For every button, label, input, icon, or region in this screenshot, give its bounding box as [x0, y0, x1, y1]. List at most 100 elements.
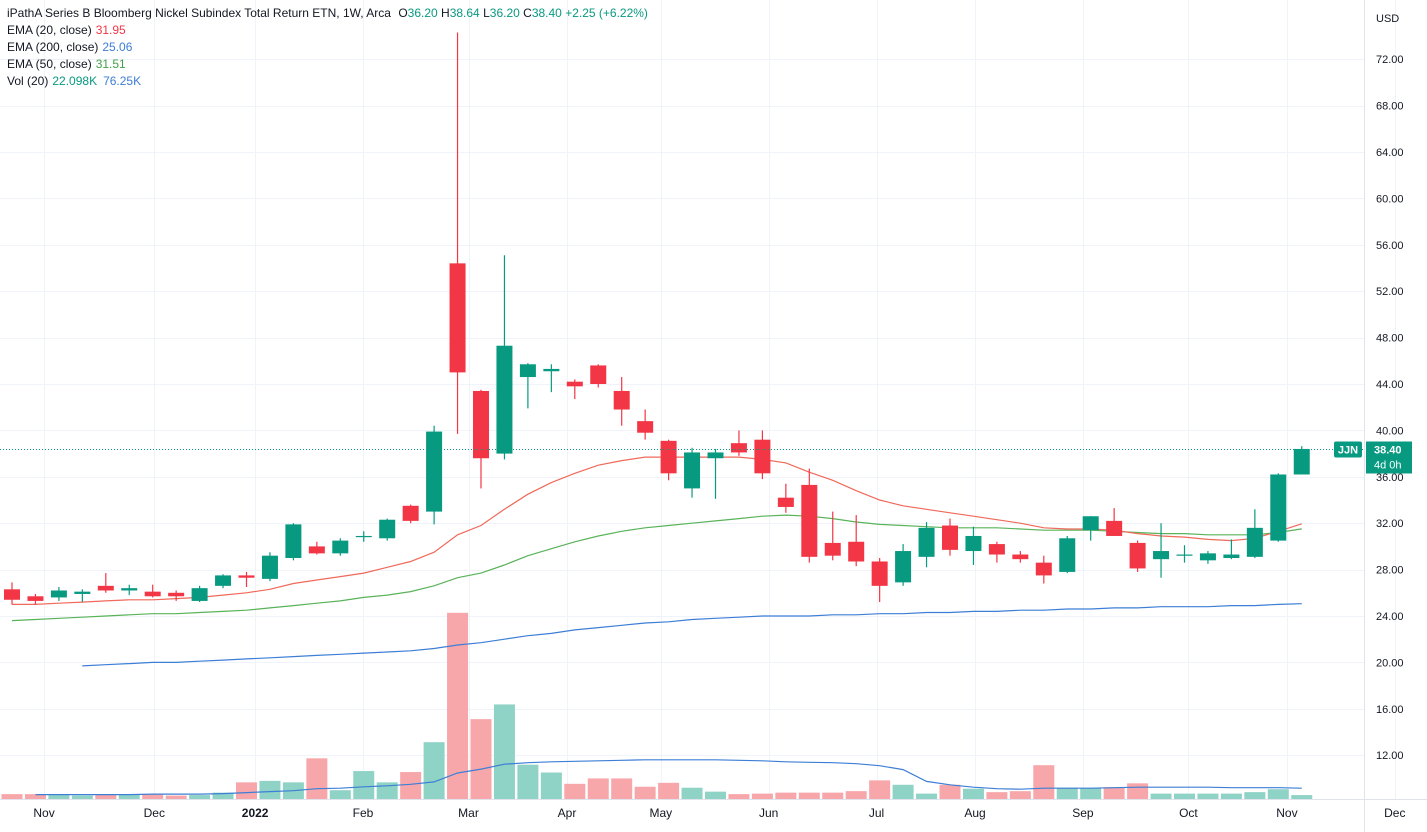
candle-body — [97, 585, 114, 591]
volume-value: 22.098K — [52, 74, 98, 88]
time-tick-label: Jun — [759, 806, 778, 820]
candle-body — [238, 575, 255, 578]
candle-body — [402, 505, 419, 521]
price-tick-label: 48.00 — [1376, 333, 1404, 345]
price-tick-label: 60.00 — [1376, 193, 1404, 205]
volume-bar — [1291, 795, 1313, 799]
candle-body — [332, 540, 349, 554]
time-tick-label: Nov — [1276, 806, 1297, 820]
candle-body — [1293, 448, 1310, 475]
open-value: 36.20 — [407, 6, 438, 20]
candle-body — [496, 345, 513, 454]
candle-body — [824, 542, 841, 556]
candle-body — [988, 544, 1005, 555]
volume-bar — [470, 719, 492, 799]
volume-bar — [962, 788, 984, 799]
candle-body — [1012, 554, 1029, 560]
ema200-series — [82, 603, 1302, 667]
volume-bar — [587, 778, 609, 799]
candle-body — [566, 381, 583, 387]
chart-legend: iPathA Series B Bloomberg Nickel Subinde… — [7, 5, 648, 90]
price-tick-label: 36.00 — [1376, 472, 1404, 484]
indicator-value: 31.51 — [95, 57, 126, 71]
candle-body — [50, 590, 67, 598]
volume-bar — [1220, 793, 1242, 799]
candle-body — [191, 588, 208, 601]
price-tick-label: 68.00 — [1376, 101, 1404, 113]
high-label: H — [441, 6, 450, 20]
candle-body — [426, 431, 443, 512]
volume-bar — [353, 771, 375, 799]
volume-bar — [236, 782, 257, 799]
indicator-ema50[interactable]: EMA (50, close) 31.51 — [7, 56, 648, 73]
volume-bar — [1127, 783, 1149, 799]
candle-body — [168, 592, 185, 597]
time-tick-label: Jul — [869, 806, 884, 820]
volume-bar — [165, 795, 187, 799]
candle-body — [519, 364, 536, 378]
time-axis-labels[interactable]: Nov Dec 2022 Feb Mar Apr May Jun Jul Aug Sep Oct Nov… — [33, 806, 1405, 820]
candle-body — [730, 443, 747, 453]
candle-body — [590, 365, 607, 384]
volume-bar — [869, 780, 891, 799]
volume-bar — [822, 792, 844, 799]
volume-bar — [916, 793, 938, 799]
candle-body — [144, 591, 161, 597]
indicator-label: EMA (20, close) — [7, 23, 92, 37]
volume-bar — [95, 794, 117, 799]
last-price-badge[interactable]: JJN 38.40 4d 0h — [1334, 441, 1412, 474]
price-tick-label: 64.00 — [1376, 147, 1404, 159]
candle-body — [1035, 562, 1052, 576]
price-tick-label: 28.00 — [1376, 565, 1404, 577]
candle-body — [1223, 554, 1240, 558]
indicator-label: Vol (20) — [7, 74, 49, 88]
volume-bar — [24, 794, 46, 799]
volume-bar — [48, 795, 70, 799]
indicator-ema20[interactable]: EMA (20, close) 31.95 — [7, 22, 648, 39]
time-tick-label: Aug — [964, 806, 985, 820]
candle-body — [848, 541, 865, 562]
low-value: 36.20 — [489, 6, 520, 20]
indicator-ema200[interactable]: EMA (200, close) 25.06 — [7, 39, 648, 56]
candle-body — [379, 519, 396, 539]
symbol-badge-text: JJN — [1338, 445, 1358, 457]
candle-body — [285, 524, 302, 558]
candle-body — [895, 551, 912, 583]
indicator-label: EMA (50, close) — [7, 57, 92, 71]
volume-bar — [1056, 787, 1078, 799]
indicator-label: EMA (200, close) — [7, 40, 99, 54]
candle-body — [777, 497, 794, 507]
candle-body — [801, 484, 818, 557]
candle-body — [1129, 542, 1146, 569]
time-tick-label: Dec — [1384, 806, 1405, 820]
price-tick-label: 32.00 — [1376, 518, 1404, 530]
volume-bar — [142, 794, 164, 799]
candle-body — [1059, 538, 1076, 572]
symbol-title: iPathA Series B Bloomberg Nickel Subinde… — [7, 6, 391, 20]
volume-bar — [447, 612, 469, 799]
volume-bar — [798, 792, 820, 799]
symbol-header[interactable]: iPathA Series B Bloomberg Nickel Subinde… — [7, 5, 648, 22]
price-tick-label: 20.00 — [1376, 657, 1404, 669]
volume-bar — [611, 778, 633, 799]
volume-ma-series — [35, 759, 1302, 796]
price-axis-labels[interactable]: 72.00 68.00 64.00 60.00 56.00 52.00 48.00 44.00… — [1376, 54, 1404, 762]
price-tick-label: 72.00 — [1376, 54, 1404, 66]
time-tick-label: Sep — [1072, 806, 1094, 820]
candle-body — [1082, 516, 1099, 531]
candle-body — [660, 440, 677, 474]
indicator-volume[interactable]: Vol (20) 22.098K 76.25K — [7, 73, 648, 90]
close-value: 38.40 — [531, 6, 562, 20]
volume-bar — [71, 795, 93, 799]
volume-bar — [493, 704, 515, 799]
volume-bar — [1033, 765, 1055, 799]
volume-bar — [705, 791, 726, 799]
volume-bar — [118, 794, 140, 799]
price-tick-label: 52.00 — [1376, 286, 1404, 298]
candle-body — [27, 596, 44, 601]
candle-body — [684, 452, 701, 489]
price-badge-value: 38.40 — [1374, 445, 1402, 457]
time-tick-label: May — [649, 806, 672, 820]
volume-ma-value: 76.25K — [103, 74, 142, 88]
